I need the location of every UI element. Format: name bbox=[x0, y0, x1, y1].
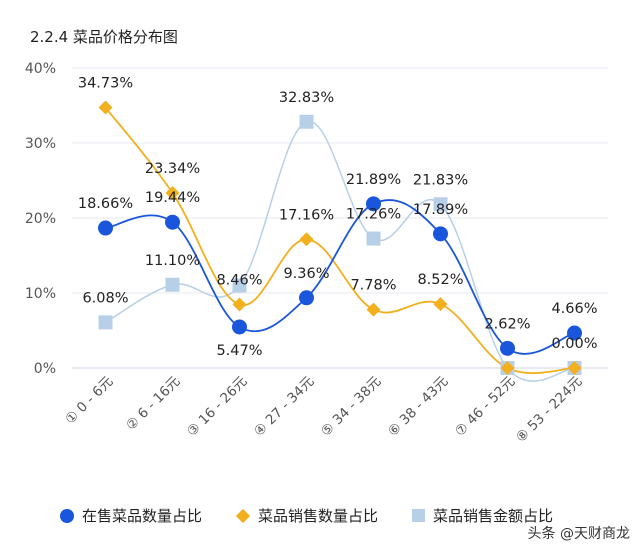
data-point bbox=[232, 297, 247, 312]
series-lines bbox=[104, 106, 575, 382]
data-point bbox=[232, 319, 247, 335]
data-label: 8.46% bbox=[216, 273, 262, 289]
chart-title: 2.2.4 菜品价格分布图 bbox=[30, 28, 178, 46]
data-point bbox=[299, 232, 314, 247]
grid-lines bbox=[72, 67, 608, 369]
data-point bbox=[366, 196, 381, 212]
series-line bbox=[104, 106, 575, 375]
data-label: 32.83% bbox=[279, 90, 334, 106]
data-label: 9.36% bbox=[283, 266, 329, 282]
data-label: 18.66% bbox=[78, 196, 133, 212]
data-point bbox=[433, 226, 448, 242]
data-point bbox=[98, 220, 113, 236]
y-tick-label: 40% bbox=[25, 61, 56, 77]
data-label: 6.08% bbox=[82, 290, 128, 306]
data-labels: 18.66% 19.44% 5.47% 9.36% 21.89% 17.89% 2.62% 4… bbox=[78, 76, 598, 359]
data-point bbox=[500, 340, 515, 356]
legend-item: 在售菜品数量占比 bbox=[60, 505, 202, 526]
circle-marker-icon bbox=[60, 508, 74, 523]
x-tick-label: ① 0 - 6元 bbox=[62, 374, 116, 428]
data-point bbox=[433, 197, 448, 212]
x-tick-label: ③ 16 - 26元 bbox=[184, 374, 250, 440]
data-point bbox=[165, 185, 180, 200]
series-line bbox=[105, 199, 575, 355]
data-label: 0.00% bbox=[551, 336, 597, 352]
data-label: 4.66% bbox=[551, 301, 597, 317]
legend-label: 菜品销售数量占比 bbox=[258, 507, 379, 525]
data-point bbox=[500, 361, 515, 375]
x-axis: ① 0 - 6元 ② 6 - 16元 ③ 16 - 26元 ④ 27 - 34元 ⑤ 3… bbox=[62, 374, 585, 446]
legend: 在售菜品数量占比 菜品销售数量占比 菜品销售金额占比 bbox=[0, 505, 640, 533]
data-point bbox=[567, 361, 582, 375]
data-label: 21.89% bbox=[346, 172, 401, 188]
y-tick-label: 20% bbox=[25, 211, 56, 227]
legend-item: 菜品销售数量占比 bbox=[235, 505, 379, 526]
data-point bbox=[299, 114, 314, 129]
x-tick-label: ⑤ 34 - 38元 bbox=[318, 374, 384, 440]
series-line bbox=[105, 121, 575, 382]
legend-item: 菜品销售金额占比 bbox=[412, 505, 553, 526]
data-label: 11.10% bbox=[145, 253, 200, 269]
y-tick-label: 30% bbox=[25, 136, 56, 152]
y-tick-label: 10% bbox=[25, 286, 56, 302]
diamond-marker-icon bbox=[235, 508, 251, 523]
square-marker-icon bbox=[412, 509, 425, 522]
x-tick-label: ⑥ 38 - 43元 bbox=[385, 374, 451, 440]
data-point bbox=[98, 315, 113, 330]
data-label: 21.83% bbox=[413, 172, 468, 188]
data-point bbox=[165, 214, 180, 230]
y-axis: 0% 10% 20% 30% 40% bbox=[25, 61, 56, 377]
data-label: 17.16% bbox=[279, 207, 334, 223]
legend-label: 菜品销售金额占比 bbox=[433, 507, 554, 525]
watermark: 头条 @天财商龙 bbox=[527, 526, 630, 542]
x-tick-label: ④ 27 - 34元 bbox=[251, 374, 317, 440]
data-label: 7.78% bbox=[350, 278, 396, 294]
legend-label: 在售菜品数量占比 bbox=[82, 507, 203, 525]
data-label: 34.73% bbox=[78, 76, 133, 92]
y-tick-label: 0% bbox=[34, 361, 56, 377]
data-point bbox=[165, 277, 180, 292]
line-chart: 0% 10% 20% 30% 40% ① 0 - 6元 ② 6 - 16元 ③ 16 - 2… bbox=[25, 61, 608, 446]
data-point bbox=[299, 290, 314, 306]
data-point bbox=[98, 100, 113, 115]
data-label: 2.62% bbox=[484, 316, 530, 332]
data-label: 5.47% bbox=[216, 343, 262, 359]
data-label: 19.44% bbox=[145, 190, 200, 206]
data-label: 23.34% bbox=[145, 161, 200, 177]
series-markers bbox=[98, 100, 582, 375]
data-label: 17.26% bbox=[346, 207, 401, 223]
data-point bbox=[232, 278, 247, 293]
x-tick-label: ② 6 - 16元 bbox=[123, 374, 183, 434]
data-label: 17.89% bbox=[413, 202, 468, 218]
data-point bbox=[366, 302, 381, 317]
data-point bbox=[433, 297, 448, 312]
data-point bbox=[366, 231, 381, 246]
data-label: 8.52% bbox=[417, 272, 463, 288]
x-tick-label: ⑧ 53 - 224元 bbox=[513, 374, 585, 446]
x-tick-label: ⑦ 46 - 52元 bbox=[452, 374, 518, 440]
data-point bbox=[567, 325, 582, 341]
